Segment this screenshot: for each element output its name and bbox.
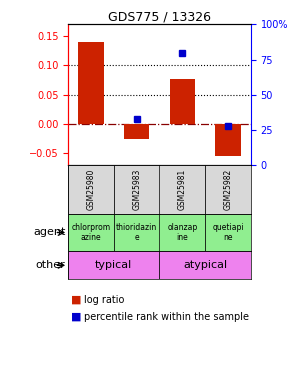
Text: GSM25980: GSM25980	[86, 169, 95, 210]
Text: quetiapi
ne: quetiapi ne	[212, 223, 244, 242]
Bar	[124, 124, 149, 139]
Bar	[68, 251, 160, 279]
Text: GSM25982: GSM25982	[224, 169, 233, 210]
Bar	[68, 165, 114, 214]
Bar	[215, 124, 241, 156]
Bar	[114, 165, 160, 214]
Text: olanzap
ine: olanzap ine	[167, 223, 197, 242]
Text: chlorprom
azine: chlorprom azine	[71, 223, 110, 242]
Text: other: other	[35, 260, 65, 270]
Text: ■: ■	[71, 295, 81, 305]
Text: typical: typical	[95, 260, 133, 270]
Bar	[205, 214, 251, 251]
Text: percentile rank within the sample: percentile rank within the sample	[84, 312, 249, 322]
Bar	[170, 79, 195, 124]
Text: GSM25981: GSM25981	[178, 169, 187, 210]
Text: atypical: atypical	[183, 260, 227, 270]
Bar	[205, 165, 251, 214]
Text: agent: agent	[33, 228, 65, 237]
Text: thioridazin
e: thioridazin e	[116, 223, 157, 242]
Title: GDS775 / 13326: GDS775 / 13326	[108, 10, 211, 23]
Text: ■: ■	[71, 312, 81, 322]
Bar	[160, 251, 251, 279]
Text: GSM25983: GSM25983	[132, 169, 141, 210]
Bar	[78, 42, 104, 124]
Bar	[160, 214, 205, 251]
Bar	[114, 214, 160, 251]
Bar	[160, 165, 205, 214]
Text: log ratio: log ratio	[84, 295, 124, 305]
Bar	[68, 214, 114, 251]
